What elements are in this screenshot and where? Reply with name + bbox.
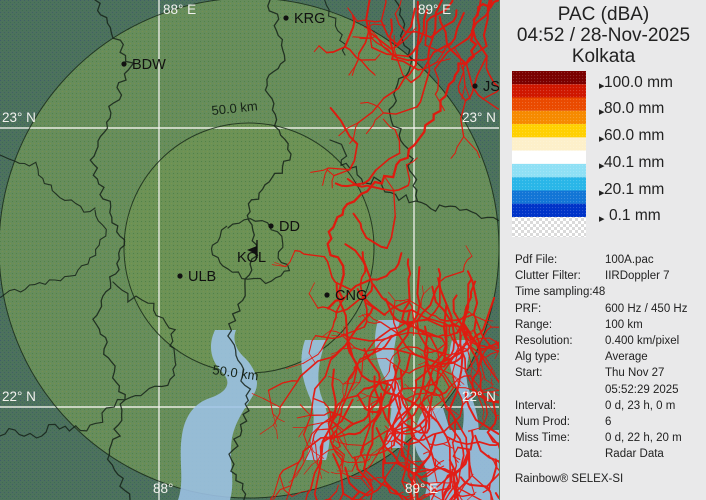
svg-text:89° E: 89° E [405,481,438,496]
svg-text:DD: DD [279,219,300,235]
svg-text:BDW: BDW [132,57,166,73]
svg-text:22° N: 22° N [2,389,36,404]
svg-text:22° N: 22° N [462,389,496,404]
svg-text:KOL: KOL [237,250,266,266]
svg-text:88°: 88° [153,481,173,496]
svg-text:89° E: 89° E [418,2,451,17]
svg-text:CNG: CNG [335,288,367,304]
svg-text:ULB: ULB [188,269,216,285]
svg-text:JSR: JSR [483,79,499,95]
svg-text:88° E: 88° E [163,2,196,17]
svg-text:23° N: 23° N [462,110,496,125]
svg-text:KRG: KRG [294,11,325,27]
svg-text:23° N: 23° N [2,110,36,125]
